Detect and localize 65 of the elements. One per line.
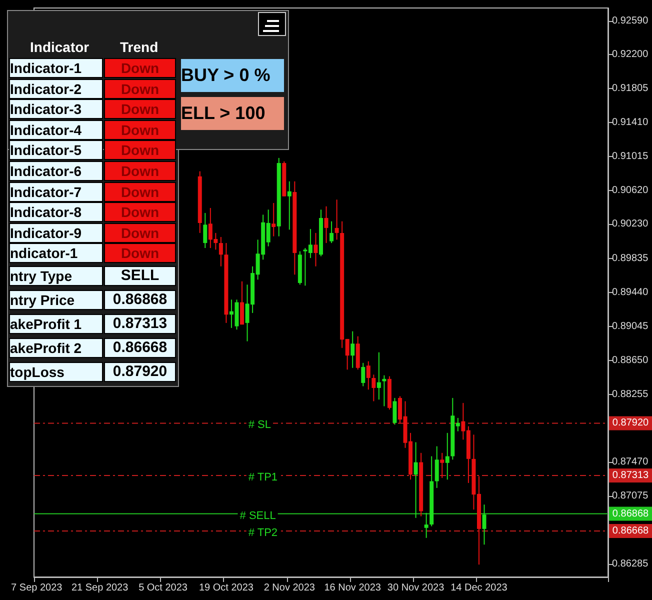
- annotation: Indicator-6: [9, 161, 103, 181]
- annotation: Indicator-4: [9, 120, 103, 140]
- annotation: Indicator-9: [9, 222, 103, 243]
- y-tick-label: 0.91015: [612, 151, 649, 162]
- annotation: Trend: [120, 39, 158, 55]
- annotation: ELL > 100: [181, 97, 284, 130]
- x-tick-label: 16 Nov 2023: [324, 582, 382, 594]
- annotation: akeProfit 1: [9, 314, 103, 334]
- annotation: Down: [104, 120, 176, 140]
- x-tick-label: 30 Nov 2023: [387, 582, 445, 594]
- annotation: 0.87920: [104, 362, 176, 382]
- ref-line-label: # SELL: [240, 510, 276, 522]
- annotation: Down: [104, 222, 176, 243]
- x-tick-label: 2 Nov 2023: [264, 582, 316, 594]
- annotation: Indicator-8: [9, 202, 103, 222]
- y-tick-label: 0.87470: [612, 456, 649, 468]
- x-tick-label: 21 Sep 2023: [71, 582, 129, 594]
- y-tick-label: 0.89835: [612, 252, 649, 264]
- annotation: Indicator-2: [9, 78, 103, 99]
- text: 0.87313: [612, 470, 649, 481]
- text: 0.86668: [612, 526, 649, 537]
- y-tick-label: 0.89045: [612, 320, 649, 332]
- y-tick-label: 0.90230: [612, 218, 649, 230]
- annotation: Down: [104, 78, 176, 99]
- annotation: ndicator-1: [9, 243, 103, 264]
- y-tick-label: 0.88255: [612, 388, 649, 400]
- y-tick-label: 0.90620: [612, 185, 649, 196]
- annotation: Indicator-1: [9, 58, 103, 78]
- y-tick-label: 0.91805: [612, 83, 649, 94]
- annotation: Indicator-5: [9, 140, 103, 160]
- annotation: ntry Price: [9, 290, 103, 310]
- annotation: Down: [104, 182, 176, 202]
- ref-line-label: # SL: [248, 419, 272, 432]
- y-tick-label: 0.86285: [612, 558, 649, 570]
- y-tick-label: 0.87075: [612, 490, 649, 502]
- annotation: Down: [104, 58, 176, 78]
- y-tick-label: 0.91410: [612, 117, 649, 128]
- x-tick-label: 5 Oct 2023: [138, 582, 188, 594]
- ref-line-label: # TP1: [248, 471, 278, 484]
- x-tick-label: 7 Sep 2023: [11, 582, 63, 594]
- annotation: Indicator-3: [9, 99, 103, 120]
- x-tick-label: 19 Oct 2023: [198, 582, 254, 594]
- annotation: SELL: [104, 266, 176, 286]
- annotation: ntry Type: [9, 266, 103, 286]
- annotation: Down: [104, 99, 176, 120]
- annotation: akeProfit 2: [9, 338, 103, 358]
- annotation: 0.86668: [104, 338, 176, 358]
- ref-line-label: # TP2: [248, 527, 278, 540]
- annotation: Indicator-7: [9, 182, 103, 202]
- text: 0.87920: [612, 418, 649, 429]
- annotation: Indicator: [30, 39, 90, 55]
- annotation: Down: [104, 140, 176, 160]
- annotation: Down: [104, 243, 176, 264]
- y-tick-label: 0.92590: [612, 16, 649, 27]
- annotation: 0.86868: [104, 290, 176, 310]
- text: 0.86868: [612, 508, 649, 520]
- annotation: Down: [104, 161, 176, 181]
- y-tick-label: 0.88650: [612, 354, 649, 366]
- y-tick-label: 0.89440: [612, 286, 649, 298]
- annotation: topLoss: [9, 362, 103, 382]
- y-tick-label: 0.92200: [612, 49, 649, 60]
- x-tick-label: 14 Dec 2023: [450, 582, 508, 594]
- annotation: 0.87313: [104, 314, 176, 334]
- annotation: BUY > 0 %: [181, 59, 284, 92]
- annotation: Down: [104, 202, 176, 222]
